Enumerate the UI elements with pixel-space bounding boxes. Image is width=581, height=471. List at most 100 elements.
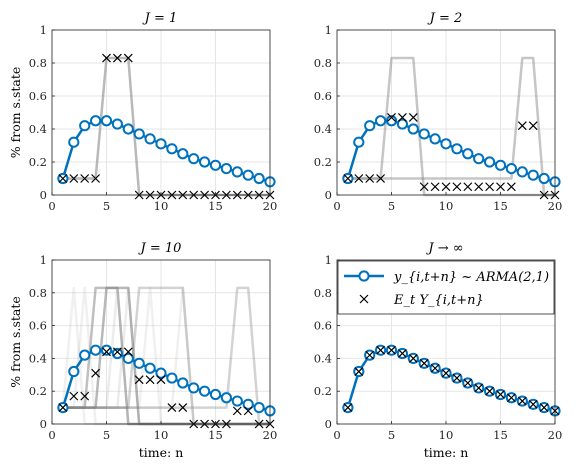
expectation-marker — [232, 406, 242, 416]
x-tick-label: 0 — [333, 199, 340, 213]
arma-point — [484, 156, 496, 168]
arma-point — [462, 148, 474, 160]
arma-point — [451, 143, 463, 155]
x-tick-label: 20 — [548, 199, 563, 213]
expectation-marker — [343, 174, 353, 183]
y-tick-label: 0.6 — [314, 319, 332, 333]
subplot-3: 0 5 10 15 20 0 0.2 0.4 0.6 0.8 1 J = 10 % from s.sta… — [8, 241, 277, 460]
expectation-marker — [112, 53, 122, 63]
arma-point — [188, 153, 200, 165]
y-tick-label: 0.8 — [29, 56, 47, 70]
x-tick-label: 0 — [48, 428, 55, 442]
expectation-marker — [387, 345, 396, 355]
y-tick-label: 0.6 — [314, 89, 332, 103]
y-tick-label: 1 — [40, 253, 47, 267]
arma-point — [538, 172, 550, 185]
expectation-marker — [80, 174, 90, 183]
expectation-marker — [485, 386, 495, 396]
expectation-marker — [397, 349, 407, 358]
expectation-marker — [441, 368, 451, 378]
arma-point — [111, 347, 124, 360]
expectation-marker — [474, 383, 484, 393]
arma-point — [220, 392, 232, 404]
y-tick-label: 0 — [325, 188, 332, 202]
arma-point — [242, 169, 254, 181]
y-tick-label: 0.8 — [29, 286, 47, 300]
expectation-marker — [123, 347, 133, 357]
expectation-marker — [452, 373, 462, 383]
expectation-marker — [102, 53, 111, 63]
arma-point — [100, 115, 113, 127]
arma-point — [122, 352, 134, 364]
expectation-marker — [156, 375, 166, 385]
arma-point — [177, 148, 189, 160]
arma-point — [133, 128, 145, 140]
x-tick-label: 15 — [208, 428, 223, 442]
arma-point — [407, 123, 419, 135]
y-tick-label: 0.4 — [29, 122, 47, 136]
legend-expectation-marker — [359, 294, 369, 304]
expectation-marker — [539, 403, 549, 413]
x-tick-label: 5 — [388, 428, 395, 442]
expectation-marker — [91, 368, 101, 378]
legend-arma-marker — [358, 270, 370, 282]
expectation-marker — [517, 121, 527, 131]
expectation-marker — [528, 121, 538, 131]
path-line-4 — [62, 286, 270, 426]
y-tick-label: 0.6 — [29, 319, 47, 333]
expectation-marker — [441, 182, 451, 192]
expectation-marker — [354, 174, 364, 183]
y-tick-label: 0.2 — [314, 155, 332, 169]
arma-point — [122, 123, 134, 135]
expectation-marker — [69, 391, 79, 401]
x-tick-label: 10 — [154, 199, 169, 213]
arma-point — [353, 136, 365, 148]
expectation-marker — [430, 182, 440, 192]
y-tick-label: 0.4 — [314, 122, 332, 136]
expectation-marker — [528, 399, 538, 409]
x-tick-label: 20 — [548, 428, 563, 442]
y-tick-label: 0.4 — [29, 351, 47, 365]
y-tick-label: 0.2 — [29, 155, 47, 169]
expectation-marker — [408, 113, 418, 122]
x-axis-label: time: n — [424, 445, 469, 460]
expectation-marker — [474, 182, 484, 192]
subplot-title: J = 10 — [138, 241, 182, 256]
expectation-marker — [134, 375, 144, 385]
x-tick-label: 15 — [208, 199, 223, 213]
x-tick-label: 15 — [493, 199, 508, 213]
arma-point — [144, 133, 156, 145]
expectation-marker — [419, 358, 429, 368]
arma-point — [527, 169, 539, 181]
legend-box — [337, 260, 555, 315]
y-tick-label: 0.2 — [29, 384, 47, 398]
y-tick-label: 0 — [40, 417, 47, 431]
arma-point — [90, 115, 102, 127]
y-axis-label: % from s.state — [8, 67, 23, 159]
arma-point — [166, 143, 178, 155]
expectation-marker — [430, 363, 440, 373]
subplot-4: 0 5 10 15 20 0 0.2 0.4 0.6 0.8 1 J → ∞ time: n y_{i,t… — [314, 241, 563, 460]
arma-point — [90, 344, 102, 356]
expectation-marker — [178, 403, 188, 413]
arma-point — [364, 120, 376, 132]
expectation-marker — [167, 403, 177, 413]
legend: y_{i,t+n} ~ ARMA(2,1) E_t Y_{i,t+n} — [337, 260, 555, 315]
arma-point — [188, 382, 200, 394]
arma-point — [473, 153, 485, 165]
expectation-marker — [419, 182, 429, 192]
subplot-2: 0 5 10 15 20 0 0.2 0.4 0.6 0.8 1 J = 2 — [314, 11, 563, 213]
arma-point — [220, 163, 232, 175]
expectation-marker — [145, 375, 155, 385]
expectation-marker — [69, 174, 79, 183]
expectation-marker — [343, 403, 353, 413]
legend-label-arma: y_{i,t+n} ~ ARMA(2,1) — [393, 270, 549, 285]
arma-point — [242, 398, 254, 410]
expectation-marker — [376, 174, 386, 183]
expectation-marker — [485, 182, 495, 192]
x-tick-label: 20 — [263, 199, 278, 213]
arma-point — [199, 156, 211, 168]
arma-point — [516, 166, 528, 178]
x-tick-label: 20 — [263, 428, 278, 442]
